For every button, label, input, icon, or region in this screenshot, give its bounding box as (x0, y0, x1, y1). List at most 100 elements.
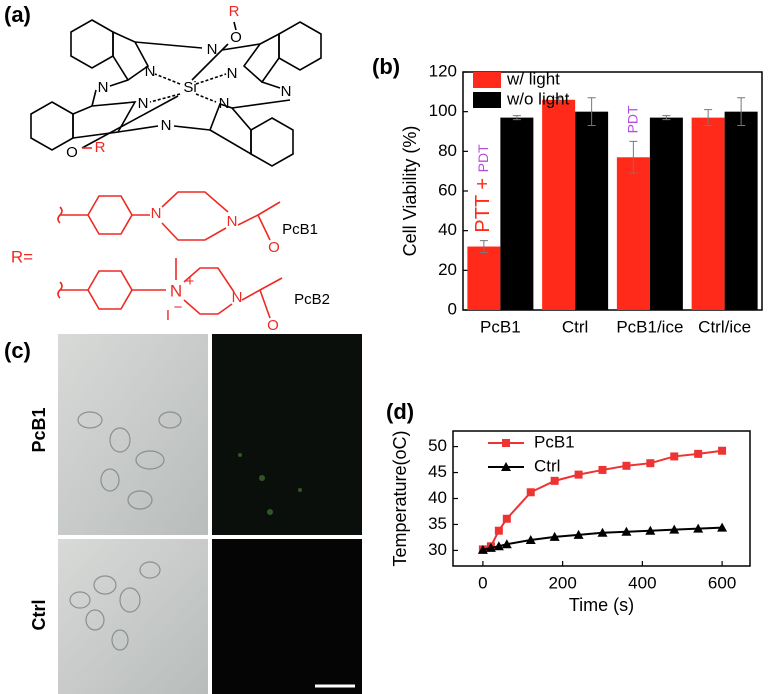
marker (717, 522, 728, 532)
marker (550, 476, 559, 485)
compound-name: PcB2 (294, 291, 330, 308)
y-tick-label: 0 (448, 299, 457, 318)
atom: N (227, 213, 238, 230)
y-tick-label: 40 (428, 488, 447, 507)
panel-label: (c) (4, 338, 31, 363)
marker (694, 449, 703, 458)
y-tick-label: 30 (428, 540, 447, 559)
marker (525, 535, 536, 545)
atom: N (207, 41, 218, 58)
y-tick-label: 60 (438, 180, 457, 199)
x-tick-label: 400 (628, 573, 656, 592)
y-tick-label: 40 (438, 220, 457, 239)
atom: + (186, 273, 195, 290)
legend-marker (501, 462, 511, 471)
annotation: PTT + PDT (472, 144, 494, 233)
atom: O (268, 239, 280, 256)
atom: N (145, 63, 156, 80)
marker (494, 526, 503, 535)
legend-label: w/o light (506, 89, 570, 108)
atom: N (98, 79, 109, 96)
atom: N (227, 65, 238, 82)
y-tick-label: 45 (428, 462, 447, 481)
row-label: PcB1 (29, 407, 49, 452)
marker (549, 531, 560, 541)
y-tick-label: 50 (428, 436, 447, 455)
atom: Si (183, 79, 196, 96)
marker (493, 541, 504, 551)
atom: O (66, 144, 78, 161)
annotation-part: + (472, 172, 494, 189)
marker (646, 459, 655, 468)
legend-label: Ctrl (534, 456, 560, 475)
row-label: Ctrl (29, 600, 49, 631)
legend-label: w/ light (506, 69, 560, 88)
fluorescence-image (212, 539, 362, 694)
legend-marker (502, 439, 510, 447)
bar (691, 117, 725, 310)
y-axis-label: Cell Viability (%) (400, 126, 420, 257)
x-tick-label: Ctrl/ice (698, 317, 751, 336)
marker (526, 488, 535, 497)
molecule: R O N N N Si N N N N N O R R= N N O PcB1… (11, 3, 330, 334)
marker (502, 514, 511, 523)
brightfield-image (58, 334, 208, 535)
x-tick-label: PcB1/ice (616, 317, 683, 336)
annotation: PDT (624, 105, 640, 133)
bar (467, 246, 501, 310)
atom: O (267, 317, 279, 334)
atom: N (281, 83, 292, 100)
micrographs: PcB1 Ctrl (29, 334, 362, 694)
marker (645, 525, 656, 535)
marker (718, 446, 727, 455)
legend-label: PcB1 (534, 432, 575, 451)
error-bar (662, 115, 671, 121)
error-bar (479, 240, 488, 253)
atom: N (219, 95, 230, 112)
bar (649, 117, 683, 310)
atom: N (170, 281, 182, 300)
marker (693, 523, 704, 533)
marker (669, 524, 680, 534)
y-tick-label: 80 (438, 141, 457, 160)
fluorescence-image (212, 334, 362, 535)
atom: R (95, 139, 106, 156)
y-tick-label: 100 (429, 101, 457, 120)
annotation-part: PDT (475, 144, 491, 172)
atom: N (161, 117, 172, 134)
y-axis-label: Temperature(oC) (390, 430, 410, 566)
marker (477, 544, 488, 554)
bar (542, 99, 576, 311)
error-bar (704, 109, 713, 127)
marker (670, 452, 679, 461)
atom: O (230, 29, 242, 46)
x-tick-label: Ctrl (562, 317, 588, 336)
panel-label: (b) (372, 54, 400, 79)
marker (621, 526, 632, 536)
annotation-part: PDT (624, 105, 640, 133)
annotation-part: PTT (472, 190, 494, 233)
legend-swatch (473, 92, 501, 108)
x-tick-label: PcB1 (480, 317, 521, 336)
atom: I (166, 307, 170, 324)
x-axis-label: Time (s) (569, 595, 634, 615)
bar (724, 111, 758, 311)
y-tick-label: 35 (428, 514, 447, 533)
atom: − (174, 299, 183, 316)
error-bar (629, 140, 638, 174)
panel-label: (d) (386, 399, 414, 424)
marker (485, 542, 496, 552)
bar (616, 157, 650, 310)
marker (622, 461, 631, 470)
error-bar (512, 115, 521, 121)
error-bar (737, 97, 746, 127)
x-tick-label: 600 (708, 573, 736, 592)
compound-name: PcB1 (282, 221, 318, 238)
bar (575, 111, 609, 311)
error-bar (554, 97, 563, 103)
atom: N (151, 205, 162, 222)
x-tick-label: 0 (478, 573, 487, 592)
atom: N (138, 95, 149, 112)
marker (501, 539, 512, 549)
